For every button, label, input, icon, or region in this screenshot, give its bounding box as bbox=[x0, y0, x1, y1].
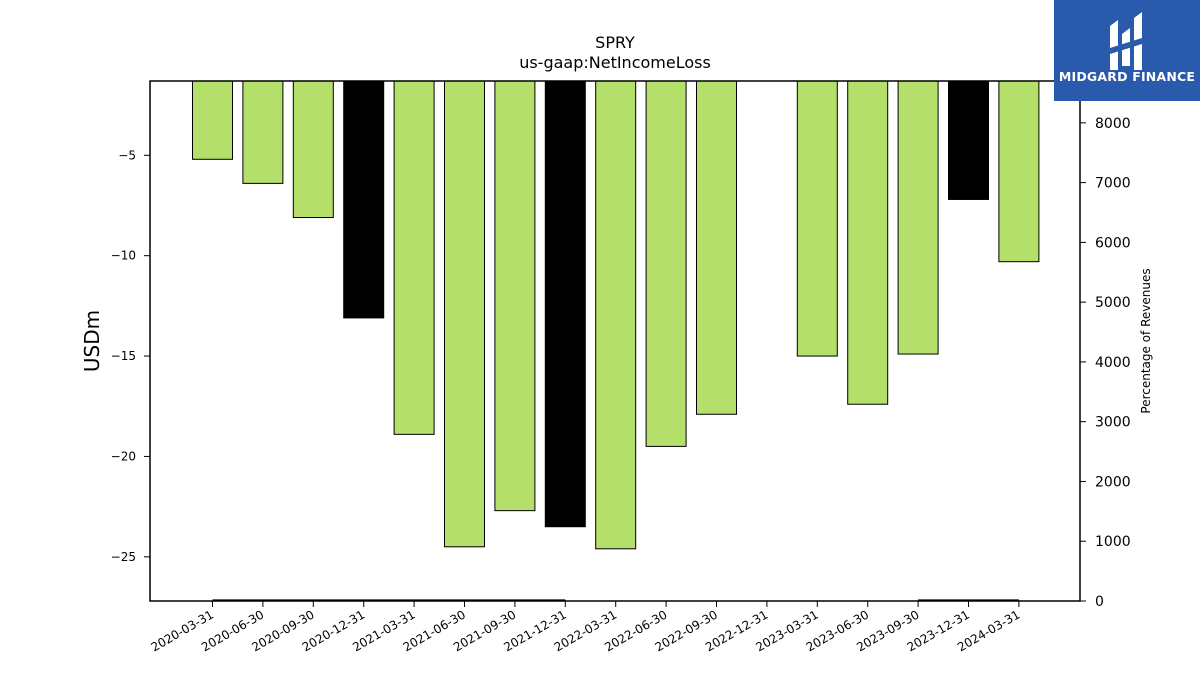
bar-2023-09-30 bbox=[897, 80, 939, 355]
bar-2023-03-31 bbox=[796, 80, 838, 357]
bar-2023-12-31 bbox=[948, 80, 989, 200]
y-axis-label: USDm bbox=[80, 310, 104, 372]
y2-tick-label: 4000 bbox=[1095, 355, 1131, 371]
bars-group bbox=[192, 80, 1040, 550]
chart-subtitle: us-gaap:NetIncomeLoss bbox=[519, 53, 711, 72]
y-tick-label: −10 bbox=[111, 249, 136, 263]
y2-tick-label: 7000 bbox=[1095, 176, 1131, 192]
logo-mark-icon bbox=[1110, 12, 1142, 70]
bar-2020-12-31 bbox=[343, 80, 385, 319]
y2-tick-label: 5000 bbox=[1095, 295, 1131, 311]
y2-tick-label: 2000 bbox=[1095, 474, 1131, 490]
y-tick-label: −20 bbox=[111, 449, 136, 463]
bar-2022-03-31 bbox=[595, 80, 637, 550]
bar-2021-06-30 bbox=[444, 80, 485, 548]
y2-axis-label: Percentage of Revenues bbox=[1139, 268, 1153, 413]
y-tick-label: −15 bbox=[111, 349, 136, 363]
logo-text: MIDGARD FINANCE bbox=[1058, 69, 1196, 84]
bar-2024-03-31 bbox=[998, 80, 1040, 263]
y2-tick-label: 3000 bbox=[1095, 415, 1131, 431]
bar-2020-06-30 bbox=[242, 80, 284, 184]
bar-2021-12-31 bbox=[544, 80, 586, 528]
y2-tick-label: 1000 bbox=[1095, 534, 1131, 550]
bar-2020-09-30 bbox=[292, 80, 334, 219]
y-tick-label: −5 bbox=[118, 148, 136, 162]
bar-2021-09-30 bbox=[494, 80, 536, 512]
plot-frame bbox=[149, 80, 1081, 602]
bar-2022-09-30 bbox=[696, 80, 737, 415]
y2-tick-label: 6000 bbox=[1095, 235, 1131, 251]
bar-2021-03-31 bbox=[393, 80, 435, 435]
bar-2023-06-30 bbox=[847, 80, 889, 405]
y2-tick-label: 8000 bbox=[1095, 116, 1131, 132]
bar-2022-06-30 bbox=[645, 80, 687, 447]
y-tick-label: −25 bbox=[111, 550, 136, 564]
brand-logo: MIDGARD FINANCE bbox=[1054, 0, 1200, 101]
chart-title: SPRY bbox=[595, 33, 635, 52]
bar-2020-03-31 bbox=[192, 80, 233, 160]
y2-tick-label: 0 bbox=[1095, 594, 1104, 610]
